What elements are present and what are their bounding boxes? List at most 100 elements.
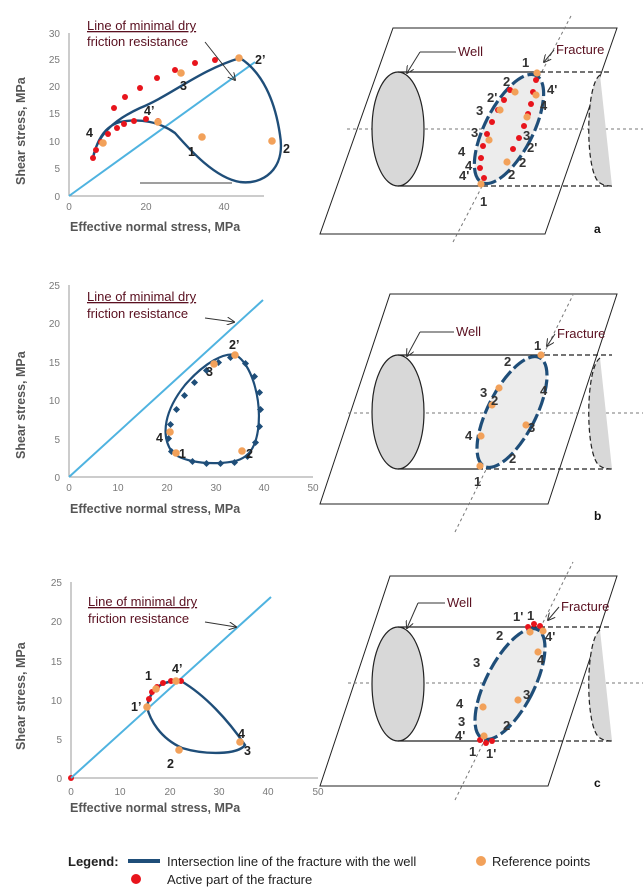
active-point [212, 57, 218, 63]
diagram-label-left: 3 [473, 655, 480, 670]
chart-c: Shear stress, MPa 0 5 10 15 20 25 0 10 2… [14, 578, 324, 815]
legend-reference-label: Reference points [492, 854, 591, 869]
friction-line [70, 596, 272, 779]
reference-point [488, 401, 496, 409]
point-label-4prime: 4’ [144, 104, 154, 118]
diagram-label-top: 1 [527, 608, 534, 623]
reference-point [99, 139, 107, 147]
diagram-label-left: 4 [458, 144, 466, 159]
active-point [90, 155, 96, 161]
curve-marker [243, 452, 252, 461]
active-point [154, 75, 160, 81]
fracture-label: Fracture [556, 42, 604, 57]
legend-active-swatch [131, 874, 141, 884]
y-tick: 5 [54, 164, 60, 175]
x-tick: 40 [258, 483, 270, 494]
y-tick: 15 [51, 657, 63, 668]
active-points [90, 57, 218, 161]
diagram-b: 1 1 2 3 2 4 4 3 2 Well Fracture b [319, 293, 643, 533]
curve-marker [241, 359, 250, 368]
active-point [483, 740, 489, 746]
x-tick: 50 [307, 483, 319, 494]
y-axis-title: Shear stress, MPa [14, 350, 28, 459]
curve-markers [164, 353, 265, 468]
x-tick: 50 [312, 787, 324, 798]
x-tick: 0 [66, 202, 72, 213]
reference-point [236, 738, 244, 746]
x-tick: 20 [140, 202, 152, 213]
point-label-1: 1 [145, 669, 152, 683]
well-left-end [371, 354, 425, 470]
annotation-line1: Line of minimal dry [87, 18, 197, 33]
reference-point [175, 746, 183, 754]
active-point [521, 123, 527, 129]
diagram-label-left: 2' [487, 90, 497, 105]
well-leader-arrow [407, 51, 421, 73]
active-point [105, 131, 111, 137]
reference-point [210, 360, 218, 368]
fracture-plane [319, 293, 618, 505]
x-axis-title: Effective normal stress, MPa [70, 220, 241, 234]
diagram-label-left: 2 [503, 74, 510, 89]
legend-reference-swatch [476, 856, 486, 866]
point-label-2: 2 [283, 142, 290, 156]
friction-annotation: Line of minimal dry friction resistance [87, 289, 234, 322]
reference-point [514, 696, 522, 704]
reference-point [172, 677, 180, 685]
y-tick: 20 [51, 617, 63, 628]
curve-marker [202, 459, 211, 468]
well-left-end [371, 626, 425, 742]
y-tick: 5 [54, 435, 60, 446]
diagram-c: 1 1' 1 1' 2 3 4 3 4' 4' 4 3 2 Well Fract… [319, 561, 643, 801]
well-right-end [588, 74, 613, 187]
reference-point [496, 106, 504, 114]
diagram-label-left: 4 [465, 428, 473, 443]
reference-point [476, 462, 484, 470]
diagram-label-left: 4 [456, 696, 464, 711]
active-point [478, 155, 484, 161]
x-axis-title: Effective normal stress, MPa [70, 801, 241, 815]
y-ticks: 0 5 10 15 20 25 30 [49, 29, 61, 203]
active-point [537, 623, 543, 629]
active-point [143, 116, 149, 122]
y-ticks: 0 5 10 15 20 25 [51, 578, 63, 785]
reference-point [523, 113, 531, 121]
friction-line [68, 61, 256, 197]
point-label-4: 4 [238, 727, 245, 741]
reference-point [143, 703, 151, 711]
reference-point [152, 685, 160, 693]
x-ticks: 0 10 20 30 40 50 [66, 483, 319, 494]
reference-point [526, 628, 534, 636]
well-label: Well [447, 595, 472, 610]
y-axis-title: Shear stress, MPa [14, 76, 28, 185]
diagram-label-bottom: 1 [469, 744, 476, 759]
x-ticks: 0 20 40 [66, 202, 230, 213]
friction-line [68, 299, 264, 478]
active-point [510, 146, 516, 152]
point-label-1prime: 1’ [131, 700, 141, 714]
active-point [121, 121, 127, 127]
active-point [131, 118, 137, 124]
fracture-label: Fracture [557, 326, 605, 341]
reference-point [479, 703, 487, 711]
x-tick: 40 [218, 202, 230, 213]
active-point [146, 696, 152, 702]
curve-marker [255, 388, 264, 397]
diagram-label-left: 2 [491, 393, 498, 408]
x-tick: 30 [213, 787, 225, 798]
curve-marker [251, 438, 260, 447]
diagram-label-left: 3 [458, 714, 465, 729]
diagram-label-right: 3 [523, 687, 530, 702]
active-point [137, 85, 143, 91]
well-left-end [371, 71, 425, 187]
fracture-leader [548, 606, 560, 620]
x-tick: 20 [161, 483, 173, 494]
fracture-leader [544, 49, 555, 62]
diagram-label-left: 3 [471, 125, 478, 140]
legend-active-label: Active part of the fracture [167, 872, 312, 887]
diagram-label-right: 4 [540, 383, 548, 398]
point-label-2prime: 2’ [255, 53, 265, 67]
diagram-label-left: 4' [455, 728, 465, 743]
reference-point [238, 447, 246, 455]
reference-point [268, 137, 276, 145]
